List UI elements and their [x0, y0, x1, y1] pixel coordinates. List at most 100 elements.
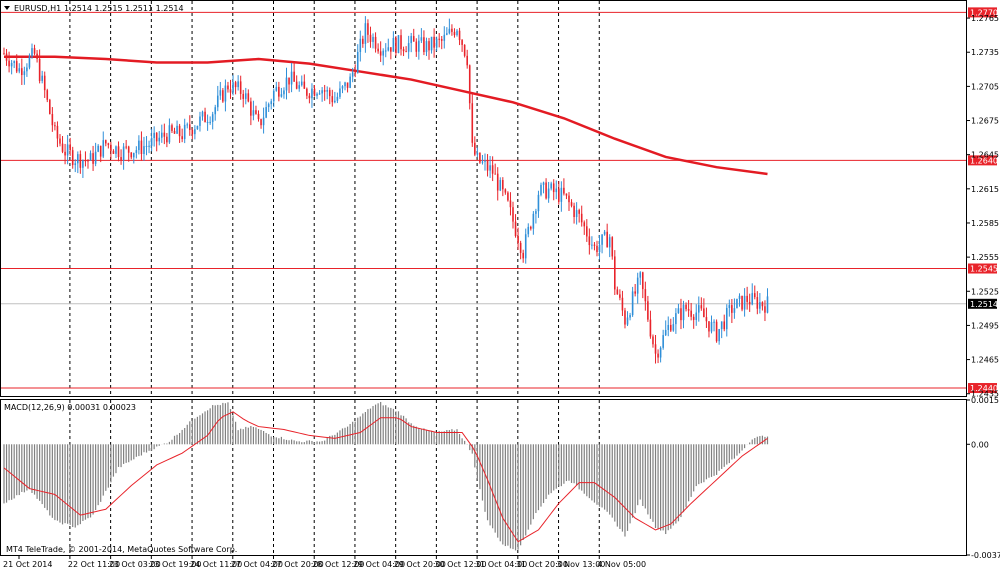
candle-body [92, 153, 94, 164]
x-tick-label: 29 Oct 04:00 [353, 560, 405, 569]
candle-body [710, 322, 713, 332]
candle-body [519, 242, 522, 253]
y-tick-label: 1.2705 [971, 82, 999, 91]
candle-body [5, 53, 8, 61]
macd-indicator [3, 401, 769, 551]
candle-body [122, 146, 125, 161]
candle-body [509, 200, 512, 208]
y-tick-label: 1.2585 [971, 219, 999, 228]
moving-average [4, 55, 768, 176]
candle-body [311, 88, 313, 99]
candle-body [713, 321, 715, 323]
macd-signal-line [3, 411, 768, 543]
candle-body [54, 125, 56, 127]
candle-body [690, 310, 692, 317]
candle-body [400, 35, 402, 50]
moving-average-line [4, 55, 768, 176]
candle-body [420, 37, 423, 41]
candle-body [306, 88, 308, 96]
candle-body [173, 130, 176, 134]
candle-body [196, 125, 199, 130]
candle-body [631, 291, 634, 316]
candle-body [49, 99, 51, 115]
candle-body [163, 132, 166, 137]
candle-body [542, 182, 545, 185]
candle-body [369, 34, 372, 42]
candle-body [761, 302, 764, 307]
level-price-tag-label: 1.2640 [970, 156, 998, 165]
x-tick-label: 23 Oct 19:00 [149, 560, 201, 569]
candle-body [41, 75, 43, 81]
candle-body [558, 188, 560, 202]
candle-body [608, 237, 611, 248]
candle-body [28, 56, 31, 68]
candle-body [107, 143, 110, 145]
level-price-tag-label: 1.2770 [970, 8, 998, 17]
candle-body [285, 77, 288, 91]
candle-body [46, 90, 49, 100]
chart-menu-arrow-icon[interactable] [4, 6, 10, 10]
candle-body [303, 81, 306, 89]
candle-body [181, 136, 183, 140]
candle-body [26, 67, 28, 72]
candle-body [736, 298, 738, 309]
candle-body [145, 145, 148, 147]
x-tick-label: 31 Oct 20:00 [516, 560, 568, 569]
candle-body [178, 125, 181, 137]
candle-body [382, 50, 385, 56]
candle-body [89, 153, 92, 161]
candle-body [392, 37, 395, 52]
x-tick-label: 29 Oct 20:00 [394, 560, 446, 569]
candle-body [560, 187, 563, 202]
candle-body [476, 152, 479, 155]
candle-body [397, 35, 400, 54]
candle-body [614, 256, 616, 290]
candle-body [438, 38, 440, 40]
candle-body [148, 145, 150, 147]
candle-body [265, 107, 267, 118]
candle-body [216, 95, 219, 108]
candle-body [634, 291, 636, 294]
candle-body [746, 295, 748, 302]
candle-body [697, 305, 700, 313]
candle-body [387, 47, 390, 51]
candle-body [229, 89, 232, 93]
candle-body [687, 309, 690, 311]
candle-body [237, 81, 239, 88]
candle-body [708, 321, 710, 332]
candle-body [611, 237, 614, 257]
candle-body [636, 277, 639, 294]
candle-body [64, 151, 66, 156]
candle-body [532, 213, 535, 229]
candle-body [316, 93, 318, 96]
x-tick-label: 31 Oct 04:00 [475, 560, 527, 569]
candle-body [596, 245, 598, 253]
candle-body [171, 125, 173, 131]
candle-body [407, 43, 410, 52]
candle-body [308, 95, 311, 99]
candle-body [537, 194, 540, 212]
y-tick-label: 1.2765 [971, 14, 999, 23]
candle-body [206, 122, 209, 124]
candle-body [715, 321, 718, 342]
candle-body [415, 41, 418, 52]
candle-body [593, 244, 596, 246]
candle-body [753, 293, 756, 298]
candle-body [74, 163, 77, 166]
macd-header-label: MACD(12,26,9) 0.00031 0.00023 [4, 403, 136, 412]
candle-body [234, 82, 237, 88]
candle-body [743, 295, 746, 310]
candle-body [390, 47, 392, 52]
candle-body [502, 180, 504, 190]
candle-body [191, 130, 194, 135]
candle-body [700, 305, 703, 309]
candle-body [575, 210, 578, 218]
candle-body [423, 37, 425, 53]
candle-body [66, 144, 69, 156]
candle-body [188, 124, 191, 131]
candle-body [153, 132, 155, 139]
candle-body [278, 86, 280, 97]
macd-y-tick-label: 0.0015 [971, 396, 999, 405]
candle-body [580, 213, 583, 223]
